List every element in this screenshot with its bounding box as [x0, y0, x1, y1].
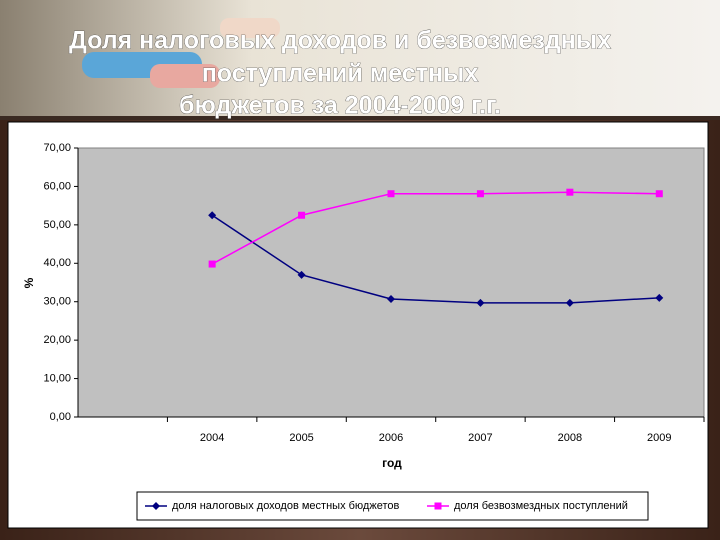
chart-title: поступлений местных — [202, 60, 479, 88]
legend — [136, 491, 649, 521]
legend-label: доля безвозмездных поступлений — [454, 500, 628, 512]
data-point — [297, 270, 306, 279]
legend-marker — [434, 502, 442, 510]
y-tick-label: 10,00 — [43, 372, 71, 384]
x-tick-label: 2007 — [468, 432, 492, 444]
data-point — [208, 260, 216, 268]
chalk — [220, 18, 280, 38]
data-point — [476, 190, 484, 198]
data-point — [298, 211, 306, 219]
data-point — [387, 295, 395, 304]
legend-marker — [152, 502, 160, 510]
x-axis-label: год — [382, 456, 402, 470]
y-tick-label: 50,00 — [43, 219, 71, 231]
plot-area — [77, 147, 705, 418]
series-line — [211, 191, 660, 265]
chalk — [150, 64, 220, 88]
y-tick-label: 20,00 — [43, 334, 71, 346]
data-point — [655, 293, 664, 302]
x-tick-label: 2008 — [558, 432, 582, 444]
y-tick-label: 30,00 — [43, 296, 71, 308]
legend-label: доля налоговых доходов местных бюджетов — [172, 500, 399, 512]
chart-title: Доля налоговых доходов и безвозмездных — [69, 27, 611, 55]
data-point — [566, 188, 574, 196]
data-point — [565, 298, 574, 307]
y-tick-label: 0,00 — [50, 411, 71, 423]
x-tick-label: 2006 — [379, 432, 403, 444]
data-point — [655, 190, 663, 198]
data-point — [387, 190, 395, 198]
y-tick-label: 70,00 — [43, 142, 71, 154]
x-tick-label: 2009 — [647, 432, 671, 444]
chart-title: бюджетов за 2004-2009 г.г. — [179, 92, 501, 120]
x-tick-label: 2005 — [289, 432, 313, 444]
banner-edge — [0, 116, 720, 120]
y-tick-label: 40,00 — [43, 257, 71, 269]
x-tick-label: 2004 — [200, 432, 224, 444]
data-point — [208, 211, 217, 220]
series-line — [211, 214, 660, 304]
y-axis-label: % — [22, 277, 36, 288]
data-point — [476, 298, 485, 307]
y-tick-label: 60,00 — [43, 180, 71, 192]
